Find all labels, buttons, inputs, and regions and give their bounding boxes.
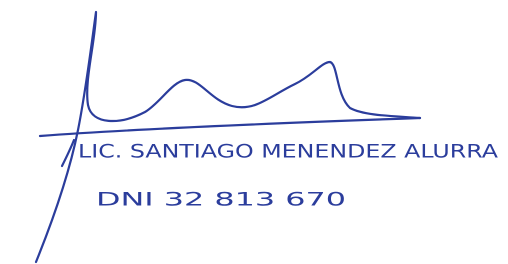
- id-line: DNI 32 813 670: [96, 189, 346, 211]
- name-line: LIC. SANTIAGO MENENDEZ ALURRA: [78, 141, 498, 163]
- background: [0, 0, 508, 264]
- signature-canvas: LIC. SANTIAGO MENENDEZ ALURRA DNI 32 813…: [0, 0, 508, 264]
- page: {"signature": {"name_line": "LIC. SANTIA…: [0, 0, 508, 264]
